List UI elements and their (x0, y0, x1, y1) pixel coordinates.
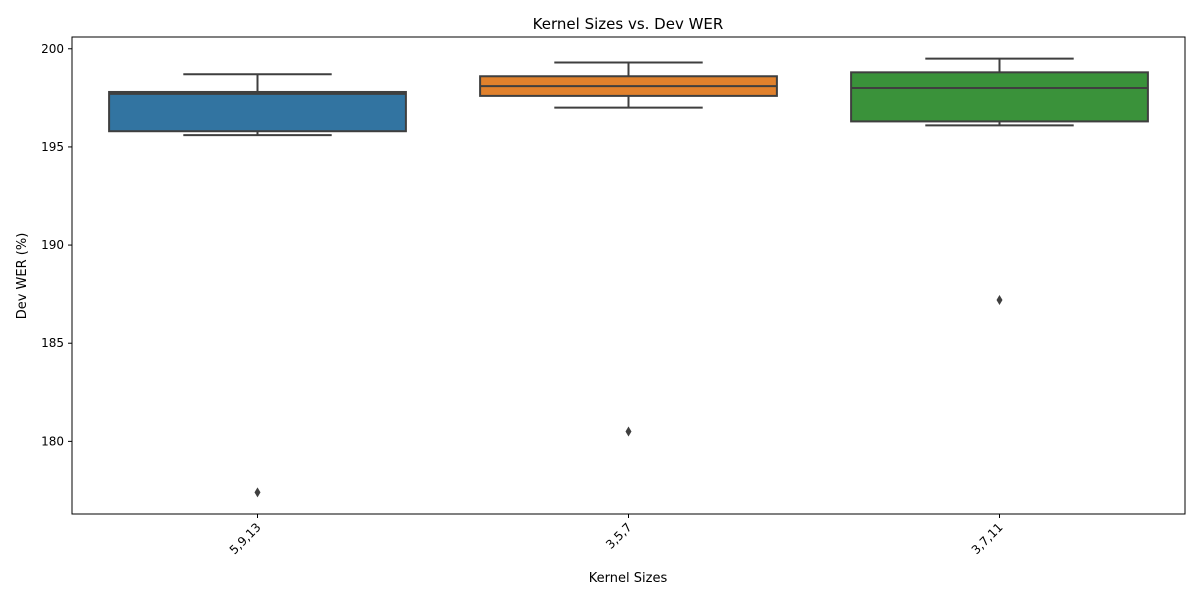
y-tick-label: 190 (41, 238, 64, 252)
box-group (479, 61, 778, 437)
plot-area (108, 57, 1149, 498)
x-axis-label: Kernel Sizes (589, 571, 668, 586)
outlier-point (254, 487, 261, 498)
y-tick-label: 180 (41, 434, 64, 448)
box-iqr (108, 90, 407, 133)
outlier-point (625, 426, 632, 437)
y-axis-label: Dev WER (%) (15, 233, 30, 320)
y-axis: 180 185 190 195 200 (41, 42, 72, 448)
y-tick-label: 185 (41, 336, 64, 350)
box-group (850, 57, 1149, 306)
outlier-point (996, 295, 1003, 306)
y-tick-label: 195 (41, 140, 64, 154)
y-tick-label: 200 (41, 42, 64, 56)
box-group (108, 73, 407, 498)
chart-title: Kernel Sizes vs. Dev WER (533, 15, 724, 33)
box-iqr (850, 71, 1149, 123)
